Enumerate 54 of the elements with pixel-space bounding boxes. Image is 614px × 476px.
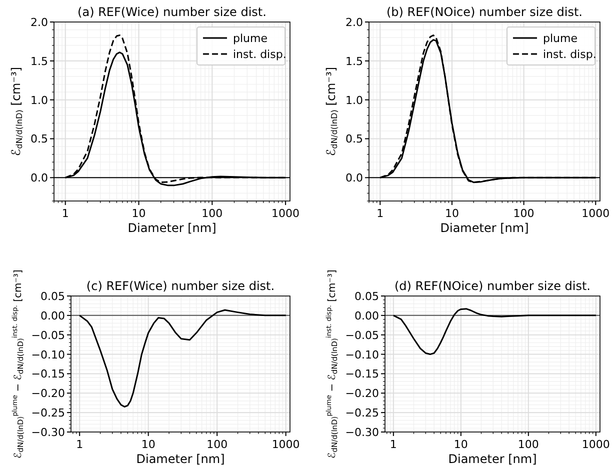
y-tick-label: 2.0: [346, 16, 363, 29]
x-tick-label: 1000: [272, 207, 300, 220]
x-tick-label: 1: [376, 207, 384, 220]
x-tick-label: 1: [390, 438, 397, 451]
y-tick-label: 0.00: [40, 309, 65, 322]
y-tick-label: 2.0: [30, 16, 48, 29]
y-tick-label: 0.00: [354, 309, 379, 322]
chart-title: (d) REF(NOice) number size dist.: [394, 279, 590, 293]
y-tick-label: 0.05: [354, 290, 379, 303]
x-tick-label: 10: [444, 207, 459, 220]
x-tick-label: 10: [454, 438, 468, 451]
chart-title: (a) REF(Wice) number size dist.: [78, 5, 266, 19]
y-tick-label: 1.0: [346, 94, 363, 107]
y-tick-label: −0.30: [345, 426, 379, 439]
y-tick-label: −0.30: [31, 426, 65, 439]
y-tick-label: −0.05: [345, 328, 379, 342]
x-tick-label: 10: [132, 207, 146, 220]
y-tick-label: 1.0: [30, 94, 48, 107]
legend-label: plume: [543, 32, 578, 45]
legend-label: inst. disp.: [543, 48, 596, 61]
y-tick-label: 0.05: [40, 290, 65, 303]
y-tick-label: 1.5: [30, 54, 48, 68]
x-axis-title: Diameter [nm]: [440, 221, 529, 235]
y-tick-label: −0.15: [345, 368, 379, 381]
x-tick-label: 100: [206, 438, 228, 451]
x-tick-label: 1: [62, 207, 69, 220]
y-tick-label: 0.0: [346, 172, 363, 185]
y-tick-label: 0.5: [346, 132, 363, 146]
x-tick-label: 100: [518, 438, 539, 451]
x-tick-label: 1: [76, 438, 84, 451]
x-axis-title: Diameter [nm]: [128, 221, 216, 235]
x-axis-title: Diameter [nm]: [448, 452, 537, 466]
x-tick-label: 1000: [272, 438, 300, 451]
y-tick-label: −0.15: [31, 368, 65, 381]
y-tick-label: −0.05: [31, 328, 65, 342]
chart-title: (b) REF(NOice) number size dist.: [386, 5, 582, 19]
y-tick-label: −0.25: [31, 406, 65, 420]
x-tick-label: 100: [202, 207, 223, 220]
x-tick-label: 100: [513, 207, 534, 220]
y-tick-label: −0.25: [345, 406, 379, 420]
y-tick-label: 0.5: [30, 132, 48, 146]
y-tick-label: −0.10: [31, 348, 65, 362]
y-tick-label: −0.20: [31, 387, 65, 400]
y-tick-label: −0.20: [345, 387, 379, 400]
y-tick-label: 0.0: [30, 172, 48, 185]
x-tick-label: 10: [141, 438, 156, 451]
x-axis-title: Diameter [nm]: [136, 452, 225, 466]
x-tick-label: 1000: [582, 207, 610, 220]
y-tick-label: −0.10: [345, 348, 379, 362]
y-tick-label: 1.5: [346, 54, 363, 68]
legend-label: inst. disp.: [233, 48, 286, 61]
x-tick-label: 1000: [582, 438, 610, 451]
chart-title: (c) REF(Wice) number size dist.: [86, 279, 275, 293]
legend-label: plume: [233, 32, 268, 45]
